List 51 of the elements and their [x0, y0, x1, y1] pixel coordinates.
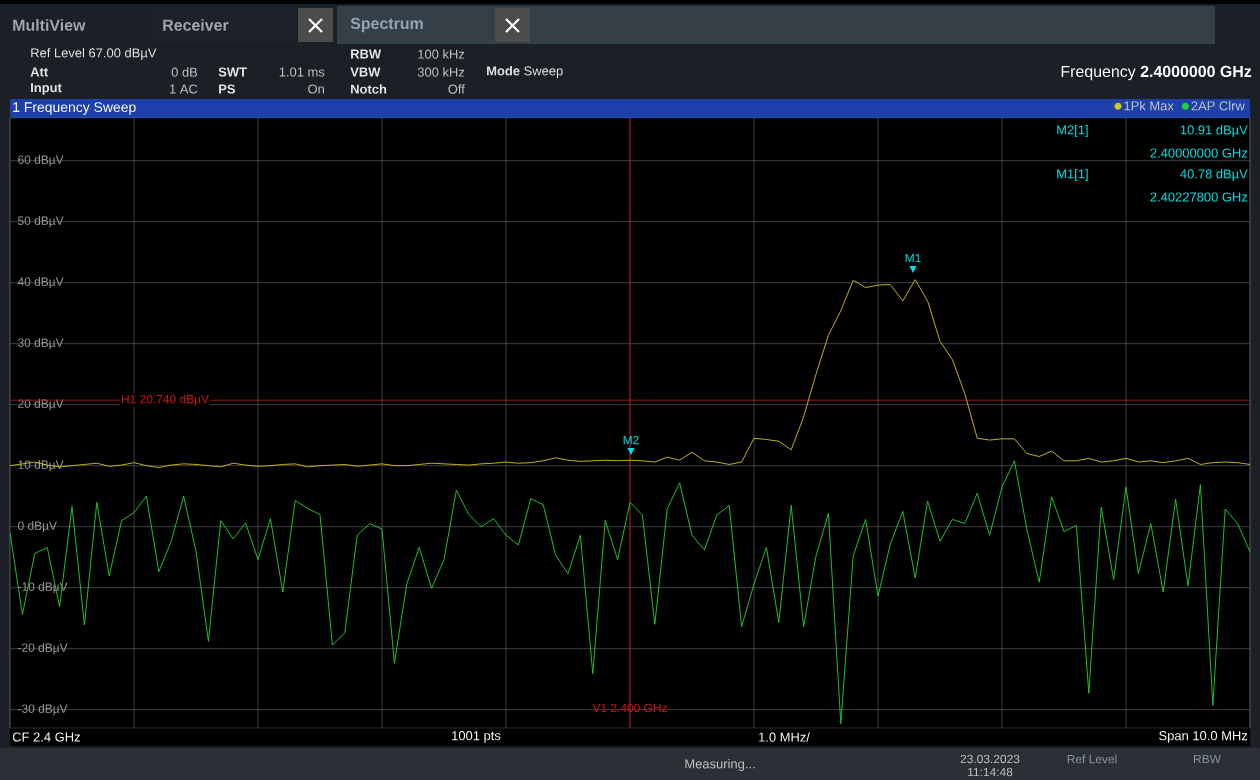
text: 1001 pts: [452, 731, 501, 743]
text: 1.0 MHz/: [759, 732, 810, 742]
text: CF 2.4 GHz: [12, 732, 80, 742]
text: 1 AC: [170, 84, 198, 94]
y-tick-label: 0 dBµV: [18, 521, 57, 533]
text: 300 kHz: [417, 67, 465, 77]
annotation: 10.91 dBµV: [1180, 124, 1248, 138]
annotation: M2[1]: [1057, 124, 1088, 138]
text: Span 10.0 MHz: [1159, 731, 1248, 743]
ref-line-label: H1 20.740 dBµV: [122, 394, 209, 406]
annotation: M1: [905, 253, 921, 263]
annotation: M1[1]: [1057, 168, 1088, 182]
chart-title: 1 Frequency Sweep: [13, 102, 136, 115]
text: On: [308, 84, 324, 94]
text: 0 dB: [171, 67, 198, 77]
text: Ref Level 67.00 dBµV: [31, 47, 157, 61]
text: Notch: [351, 84, 387, 94]
text: PS: [219, 84, 235, 94]
text: Ref Level: [1067, 754, 1117, 764]
text: RBW: [1194, 754, 1221, 764]
line-series: [10, 460, 1251, 725]
y-tick-label: 60 dBµV: [18, 155, 64, 167]
text: MultiView: [13, 19, 86, 31]
text: Mode Sweep: [487, 65, 563, 79]
text: Input: [31, 83, 62, 95]
text: VBW: [350, 67, 381, 77]
legend-label: 2AP Clrw: [1191, 100, 1245, 111]
text: Measuring...: [685, 758, 755, 772]
text: Spectrum: [350, 17, 423, 33]
legend-label: 1Pk Max: [1124, 100, 1174, 111]
y-tick-label: -30 dBµV: [18, 704, 68, 716]
y-tick-label: 50 dBµV: [18, 216, 64, 228]
text: RBW: [351, 49, 382, 59]
text: Off: [448, 84, 465, 94]
text: 1.01 ms: [279, 67, 325, 77]
text: 11:14:48: [968, 767, 1013, 777]
annotation: M2: [623, 435, 639, 445]
y-tick-label: -20 dBµV: [18, 643, 68, 655]
annotation: 2.40227800 GHz: [1150, 192, 1248, 202]
text: 100 kHz: [418, 49, 465, 59]
text: SWT: [218, 67, 247, 77]
annotation: 2.40000000 GHz: [1150, 148, 1248, 158]
text: Frequency 2.4000000 GHz: [1061, 65, 1252, 81]
y-tick-label: 20 dBµV: [18, 399, 64, 411]
y-tick-label: 30 dBµV: [17, 338, 64, 350]
text: 23.03.2023: [960, 754, 1020, 764]
text: Att: [30, 67, 49, 77]
y-tick-label: 40 dBµV: [17, 277, 64, 289]
annotation: 40.78 dBµV: [1180, 168, 1248, 182]
annotation: V1 2.400 GHz: [592, 703, 667, 713]
text: Receiver: [163, 19, 229, 31]
